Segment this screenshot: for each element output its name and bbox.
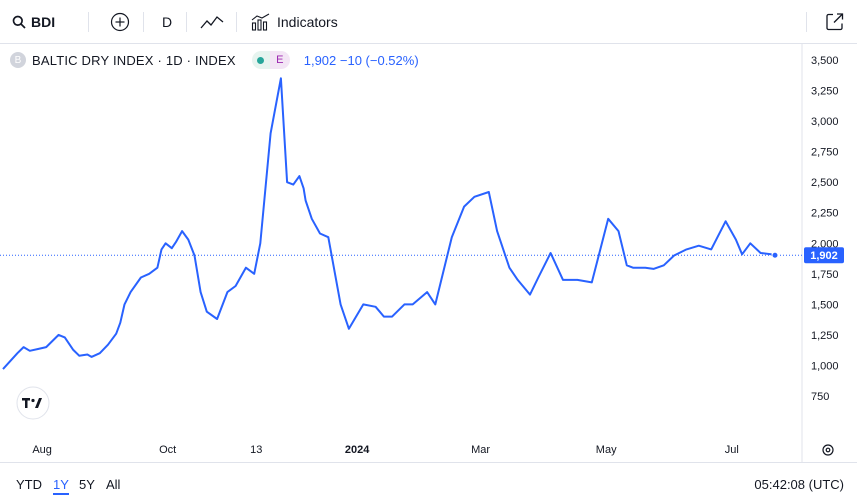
symbol-logo: B bbox=[10, 52, 26, 68]
y-tick-label: 3,000 bbox=[811, 116, 839, 128]
line-chart-icon bbox=[200, 16, 224, 29]
chart-legend: B BALTIC DRY INDEX · 1D · INDEX E 1,902 … bbox=[10, 50, 419, 70]
x-tick-label: May bbox=[596, 444, 617, 456]
y-tick-label: 1,500 bbox=[811, 299, 839, 311]
y-tick-label: 3,500 bbox=[811, 55, 839, 67]
y-tick-label: 2,750 bbox=[811, 147, 839, 159]
settings-icon[interactable] bbox=[822, 444, 834, 456]
open-fullscreen-button[interactable] bbox=[825, 0, 845, 44]
range-all[interactable]: All bbox=[106, 477, 121, 492]
range-ytd[interactable]: YTD bbox=[16, 477, 42, 492]
last-price-label: 1,902 bbox=[804, 247, 844, 264]
svg-text:1,902: 1,902 bbox=[810, 250, 838, 262]
tradingview-logo[interactable] bbox=[16, 386, 50, 420]
symbol-title[interactable]: BALTIC DRY INDEX · 1D · INDEX bbox=[32, 52, 236, 68]
time-axis[interactable]: Aug Oct 13 2024 Mar May Jul bbox=[32, 444, 738, 456]
y-tick-label: 2,500 bbox=[811, 177, 839, 189]
external-link-icon bbox=[826, 13, 844, 31]
indicators-button[interactable]: Indicators bbox=[251, 0, 338, 44]
symbol-search[interactable]: BDI bbox=[12, 0, 55, 44]
price-change: 1,902 −10 (−0.52%) bbox=[303, 52, 419, 68]
y-tick-label: 1,750 bbox=[811, 269, 839, 281]
x-tick-label: 13 bbox=[250, 444, 262, 456]
market-status-dot bbox=[251, 51, 270, 69]
y-tick-label: 1,000 bbox=[811, 360, 839, 372]
clock[interactable]: 05:42:08 (UTC) bbox=[754, 477, 844, 492]
y-tick-label: 750 bbox=[811, 391, 829, 403]
y-tick-label: 1,250 bbox=[811, 330, 839, 342]
data-badge: E bbox=[269, 51, 290, 69]
compare-button[interactable] bbox=[110, 0, 130, 44]
price-chart[interactable]: 3,5003,2503,0002,7502,5002,2502,0001,750… bbox=[0, 44, 857, 462]
interval-label: D bbox=[162, 14, 173, 30]
chart-type-button[interactable] bbox=[200, 0, 224, 44]
y-tick-label: 3,250 bbox=[811, 86, 839, 98]
range-5y[interactable]: 5Y bbox=[79, 477, 95, 492]
symbol-label: BDI bbox=[31, 14, 56, 30]
price-axis: 3,5003,2503,0002,7502,5002,2502,0001,750… bbox=[811, 55, 839, 403]
x-tick-label: Oct bbox=[159, 444, 176, 456]
separator bbox=[806, 12, 807, 32]
x-tick-label: Aug bbox=[32, 444, 52, 456]
separator bbox=[236, 12, 237, 32]
range-1y[interactable]: 1Y bbox=[53, 477, 69, 495]
series-line bbox=[2, 77, 776, 370]
separator bbox=[186, 12, 187, 32]
separator bbox=[88, 12, 89, 32]
bottom-toolbar: YTD 1Y 5Y All 05:42:08 (UTC) bbox=[0, 462, 857, 504]
y-tick-label: 2,250 bbox=[811, 208, 839, 220]
separator bbox=[143, 12, 144, 32]
x-tick-label: Mar bbox=[471, 444, 490, 456]
search-icon bbox=[12, 15, 26, 29]
add-symbol-icon bbox=[110, 12, 130, 32]
indicators-icon bbox=[251, 13, 270, 31]
indicators-label: Indicators bbox=[277, 14, 338, 30]
x-tick-label: 2024 bbox=[345, 444, 370, 456]
market-status-badges[interactable]: E bbox=[251, 51, 290, 69]
interval-button[interactable]: D bbox=[162, 0, 172, 44]
last-point bbox=[771, 251, 779, 259]
top-toolbar: BDI D Indicators bbox=[0, 0, 857, 44]
x-tick-label: Jul bbox=[725, 444, 739, 456]
